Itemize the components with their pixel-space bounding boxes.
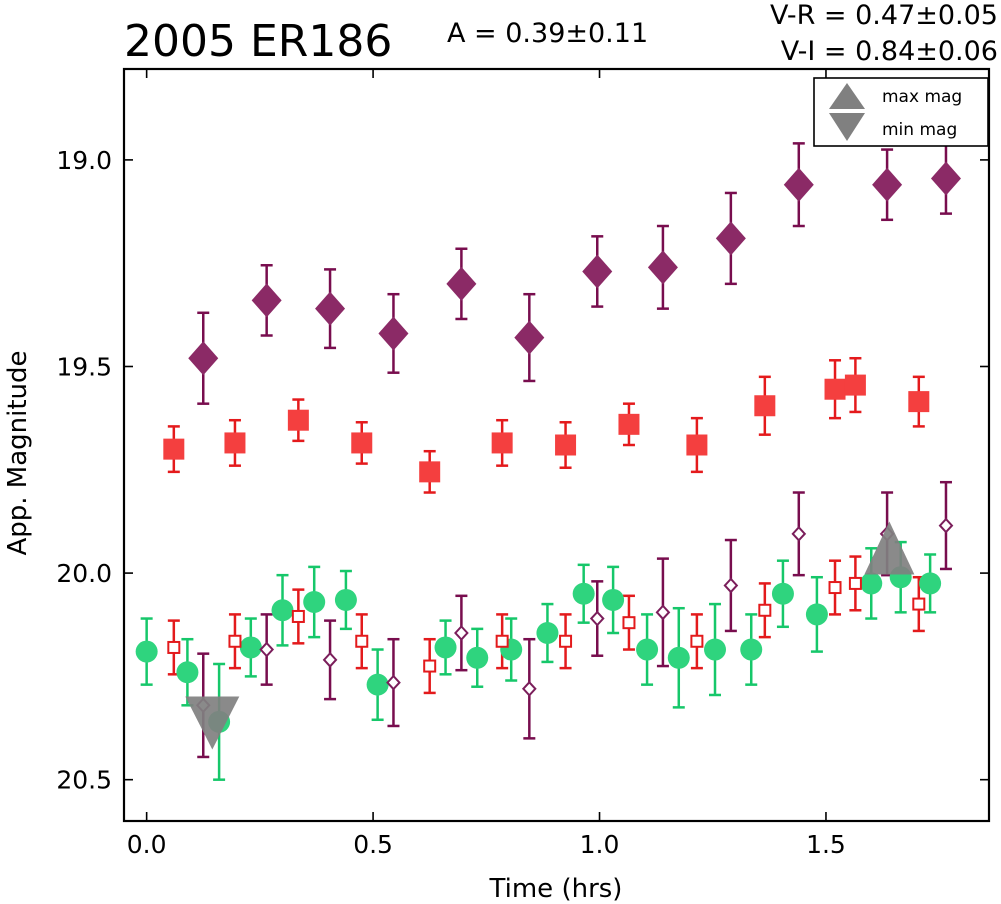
series-1-point-8: [647, 250, 678, 285]
series-4-point-8: [622, 616, 636, 630]
v-r-color-annotation: V-R = 0.47±0.05: [770, 0, 998, 31]
series-1-point-1: [188, 341, 219, 376]
series-3-point-12: [536, 622, 559, 644]
legend-min-mag-icon: [829, 113, 865, 141]
series-3-point-4: [239, 636, 262, 659]
series-2-point-11: [824, 378, 846, 400]
series-2-point-10: [754, 395, 776, 417]
x-tick-label-2: 0.5: [353, 830, 393, 859]
series-1-point-4: [378, 316, 409, 351]
series-3-point-21: [860, 572, 883, 595]
series-4-point-1: [167, 640, 181, 654]
series-5-point-4: [386, 674, 401, 691]
series-3-point-10: [466, 646, 489, 669]
series-3-point-7: [334, 588, 357, 611]
legend-min-mag-label: min mag: [882, 120, 957, 140]
series-5-point-7: [589, 610, 605, 627]
series-3-point-18: [740, 638, 763, 661]
series-2-point-7: [555, 434, 577, 456]
x-tick-label-1: 0.0: [127, 830, 167, 859]
series-5-point-8: [655, 604, 671, 621]
series-3-point-15: [636, 638, 659, 661]
series-3-point-14: [602, 588, 625, 611]
y-tick-label-4: 20.5: [56, 766, 112, 795]
series-2-point-1: [163, 438, 185, 460]
legend-max-mag-icon: [829, 83, 865, 109]
x-axis-label: Time (hrs): [489, 874, 623, 904]
series-5-point-12: [938, 517, 954, 534]
series-3-point-23: [919, 572, 942, 595]
series-3-point-1: [135, 640, 158, 663]
series-1-point-12: [930, 161, 961, 196]
series-4-point-13: [912, 597, 926, 611]
series-2-point-9: [686, 434, 708, 456]
plot-frame: [122, 67, 991, 823]
max-mag-marker: [864, 521, 915, 575]
series-5-point-9: [723, 577, 739, 594]
min-mag-marker: [185, 696, 240, 750]
amplitude-annotation: A = 0.39±0.11: [447, 18, 648, 49]
legend: max mag min mag: [813, 77, 989, 147]
series-4-point-2: [228, 634, 242, 648]
series-4-point-6: [495, 634, 509, 648]
legend-max-mag-label: max mag: [882, 87, 962, 107]
series-1-point-3: [315, 291, 346, 326]
chart-title: 2005 ER186: [124, 16, 392, 67]
series-2-point-8: [618, 413, 640, 435]
series-3-point-13: [572, 582, 595, 605]
v-i-color-annotation: V-I = 0.84±0.06: [781, 36, 998, 67]
series-3-point-17: [704, 638, 727, 661]
series-5-point-3: [322, 651, 338, 668]
series-3-point-20: [805, 603, 828, 626]
series-2-point-2: [224, 432, 246, 454]
y-tick-label-3: 20.0: [56, 559, 112, 588]
series-4-point-10: [758, 603, 772, 617]
x-tick-label-3: 1.0: [580, 830, 620, 859]
series-2-point-13: [908, 391, 930, 413]
series-2-point-5: [419, 461, 441, 483]
series-4-point-4: [355, 634, 369, 648]
y-tick-label-1: 19.0: [56, 146, 112, 175]
series-5-point-2: [259, 641, 275, 658]
axis-ticks: 0.0 0.5 1.0 1.5 19.0 19.5 20.0 20.5: [56, 69, 989, 859]
series-4-point-12: [848, 576, 862, 590]
y-axis-label: App. Magnitude: [3, 350, 33, 555]
series-5-point-10: [791, 525, 807, 542]
series-3-point-6: [303, 591, 326, 614]
series-1-point-9: [715, 221, 746, 256]
series-4-point-9: [690, 634, 704, 648]
series-2-point-3: [287, 409, 309, 431]
series-3-point-16: [667, 646, 690, 669]
series-3-point-19: [771, 582, 794, 605]
plot-area: [135, 142, 961, 781]
series-1-point-11: [872, 167, 903, 202]
series-4-point-11: [828, 581, 842, 595]
series-1-point-6: [514, 320, 545, 355]
series-5-point-6: [521, 680, 537, 697]
y-tick-label-2: 19.5: [56, 352, 112, 381]
series-4-point-5: [423, 659, 437, 673]
series-3-point-5: [271, 599, 294, 622]
series-2-point-4: [351, 432, 373, 454]
series-2-point-12: [844, 374, 866, 396]
series-5-point-5: [454, 625, 469, 641]
series-2-point-6: [491, 432, 513, 454]
series-1-point-7: [582, 254, 613, 289]
series-3-point-8: [366, 673, 389, 696]
series-4-point-3: [291, 609, 305, 623]
series-1-point-10: [783, 167, 814, 202]
series-3-point-2: [176, 661, 199, 684]
series-4-point-7: [559, 634, 573, 648]
series-1-point-5: [446, 266, 477, 301]
series-1-point-2: [251, 283, 282, 318]
series-3-point-9: [434, 636, 457, 659]
x-tick-label-4: 1.5: [806, 830, 846, 859]
